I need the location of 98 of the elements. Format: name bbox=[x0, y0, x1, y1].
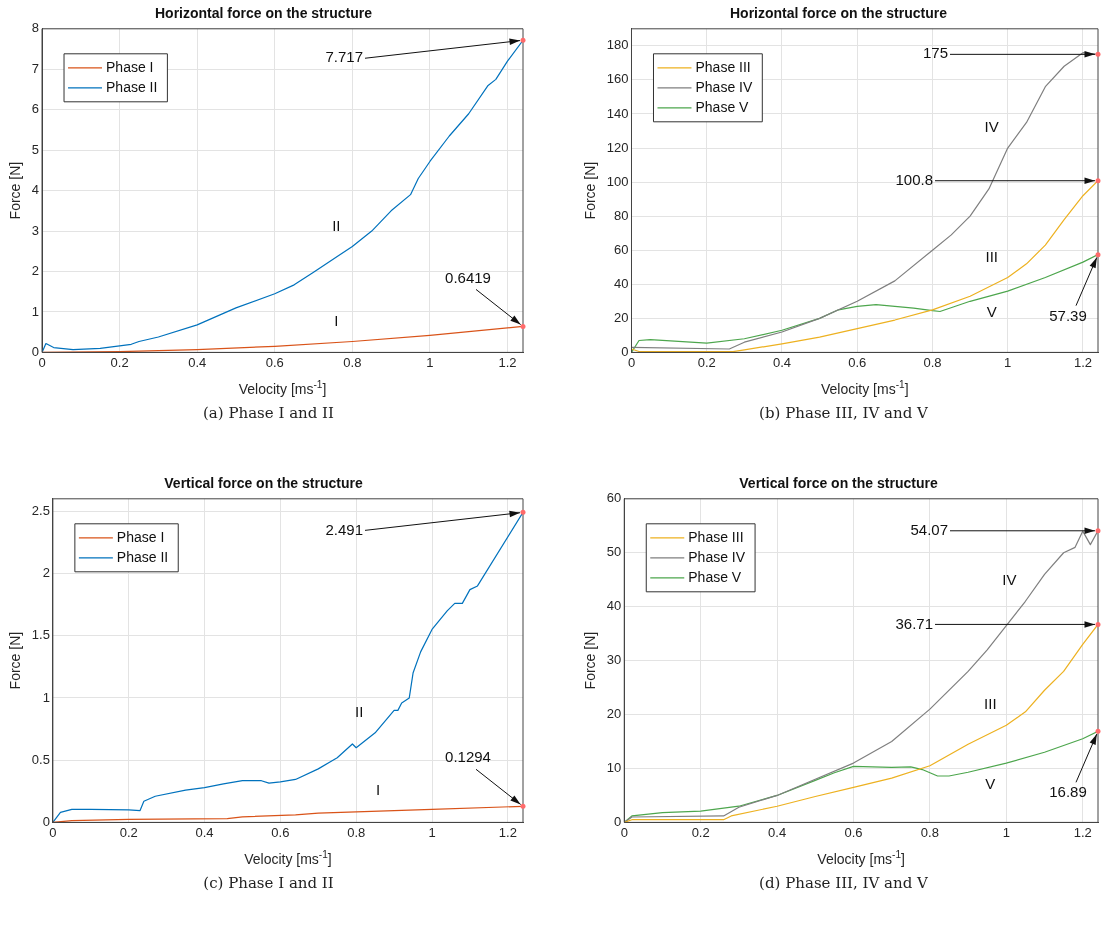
y-tick-label: 7 bbox=[31, 60, 40, 76]
y-tick-label: 40 bbox=[606, 598, 622, 614]
x-tick-label: 0.8 bbox=[923, 354, 942, 370]
y-tick-label: 180 bbox=[606, 37, 629, 53]
annotation: V bbox=[986, 303, 997, 321]
x-tick-label: 0.6 bbox=[265, 354, 284, 370]
legend-label: Phase IV bbox=[695, 78, 753, 95]
x-tick-label: 1.2 bbox=[1073, 824, 1092, 840]
x-tick-label: 1 bbox=[428, 824, 436, 840]
annotation: IV bbox=[1002, 571, 1017, 589]
y-tick-label: 5 bbox=[31, 141, 40, 157]
y-tick-label: 50 bbox=[606, 544, 622, 560]
x-tick-label: 0.8 bbox=[920, 824, 939, 840]
y-tick-label: 6 bbox=[31, 101, 40, 117]
annotation: 0.6419 bbox=[445, 268, 491, 286]
annotation: III bbox=[984, 695, 997, 713]
chart-title: Vertical force on the structure bbox=[739, 475, 938, 492]
annotation: II bbox=[354, 702, 364, 720]
x-tick-label: 1 bbox=[1004, 354, 1012, 370]
legend-label: Phase IV bbox=[688, 548, 746, 565]
y-tick-label: 0 bbox=[621, 343, 629, 359]
annotation: III bbox=[985, 247, 998, 265]
y-tick-label: 0 bbox=[31, 343, 40, 359]
x-tick-label: 1.2 bbox=[498, 824, 517, 840]
annotation: 54.07 bbox=[910, 520, 948, 538]
annotation: V bbox=[985, 775, 996, 793]
y-tick-label: 30 bbox=[606, 652, 622, 668]
x-tick-label: 0.2 bbox=[697, 354, 716, 370]
text: (d) Phase III, IV and V bbox=[758, 874, 929, 892]
y-tick-label: 20 bbox=[606, 706, 622, 722]
y-axis-title: Force [N] bbox=[582, 161, 599, 220]
legend-label: Phase III bbox=[695, 58, 751, 75]
annotation: II bbox=[332, 216, 341, 234]
y-tick-label: 160 bbox=[606, 71, 629, 87]
y-tick-label: 10 bbox=[606, 760, 622, 776]
y-tick-label: 60 bbox=[606, 490, 622, 506]
x-tick-label: 0.4 bbox=[188, 354, 207, 370]
annotation: 7.717 bbox=[325, 48, 363, 66]
y-tick-label: 0 bbox=[42, 813, 50, 829]
legend-label: Phase V bbox=[688, 568, 742, 585]
text: (a) Phase I and II bbox=[202, 404, 335, 422]
y-tick-label: 60 bbox=[614, 241, 629, 257]
x-tick-label: 0.8 bbox=[347, 824, 366, 840]
x-tick-label: 0.4 bbox=[768, 824, 787, 840]
annotation: I bbox=[334, 311, 339, 329]
annotation: 2.491 bbox=[325, 520, 363, 538]
y-axis-title: Force [N] bbox=[7, 161, 24, 220]
y-tick-label: 100 bbox=[606, 173, 629, 189]
y-tick-label: 120 bbox=[606, 139, 629, 155]
y-tick-label: 2 bbox=[31, 263, 40, 279]
chart-title: Horizontal force on the structure bbox=[729, 5, 948, 22]
y-tick-label: 0 bbox=[614, 813, 622, 829]
text: (b) Phase III, IV and V bbox=[758, 404, 929, 422]
x-tick-label: 0.8 bbox=[343, 354, 362, 370]
x-tick-label: 1 bbox=[1002, 824, 1010, 840]
legend-label: Phase III bbox=[688, 528, 744, 545]
x-tick-label: 0.6 bbox=[271, 824, 290, 840]
annotation: I bbox=[376, 780, 381, 798]
annotation: 175 bbox=[922, 44, 948, 62]
y-tick-label: 80 bbox=[614, 207, 629, 223]
x-tick-label: 0.4 bbox=[195, 824, 214, 840]
x-tick-label: 0.2 bbox=[119, 824, 138, 840]
x-tick-label: 0.4 bbox=[772, 354, 792, 370]
legend-label: Phase I bbox=[106, 58, 154, 75]
chart-title: Horizontal force on the structure bbox=[154, 5, 373, 22]
y-axis-title: Force [N] bbox=[7, 631, 24, 690]
x-tick-label: 0.2 bbox=[110, 354, 129, 370]
x-tick-label: 0.2 bbox=[691, 824, 710, 840]
legend-label: Phase II bbox=[116, 548, 169, 565]
annotation: 36.71 bbox=[895, 614, 933, 632]
x-tick-label: 1.2 bbox=[498, 354, 517, 370]
x-tick-label: 0.6 bbox=[848, 354, 867, 370]
y-tick-label: 3 bbox=[31, 222, 40, 238]
y-tick-label: 20 bbox=[614, 309, 629, 325]
chart-title: Vertical force on the structure bbox=[164, 475, 363, 492]
annotation: 16.89 bbox=[1049, 783, 1087, 801]
y-tick-label: 4 bbox=[31, 182, 40, 198]
y-tick-label: 0.5 bbox=[31, 751, 50, 767]
x-tick-label: 1.2 bbox=[1073, 354, 1092, 370]
y-tick-label: 2 bbox=[42, 565, 50, 581]
legend-label: Phase II bbox=[106, 78, 158, 95]
y-tick-label: 1 bbox=[42, 689, 50, 705]
text: (c) Phase I and II bbox=[202, 874, 335, 892]
annotation: 100.8 bbox=[895, 170, 933, 188]
annotation: IV bbox=[984, 118, 999, 136]
legend-label: Phase I bbox=[116, 528, 165, 545]
legend-label: Phase V bbox=[695, 98, 750, 115]
y-tick-label: 1.5 bbox=[31, 627, 50, 643]
x-tick-label: 0.6 bbox=[844, 824, 863, 840]
y-tick-label: 2.5 bbox=[31, 502, 50, 518]
annotation: 0.1294 bbox=[445, 748, 491, 766]
x-tick-label: 1 bbox=[426, 354, 434, 370]
y-tick-label: 1 bbox=[31, 303, 40, 319]
y-tick-label: 8 bbox=[31, 20, 40, 36]
y-axis-title: Force [N] bbox=[582, 631, 599, 690]
y-tick-label: 140 bbox=[606, 105, 629, 121]
annotation: 57.39 bbox=[1049, 306, 1087, 324]
y-tick-label: 40 bbox=[614, 275, 629, 291]
